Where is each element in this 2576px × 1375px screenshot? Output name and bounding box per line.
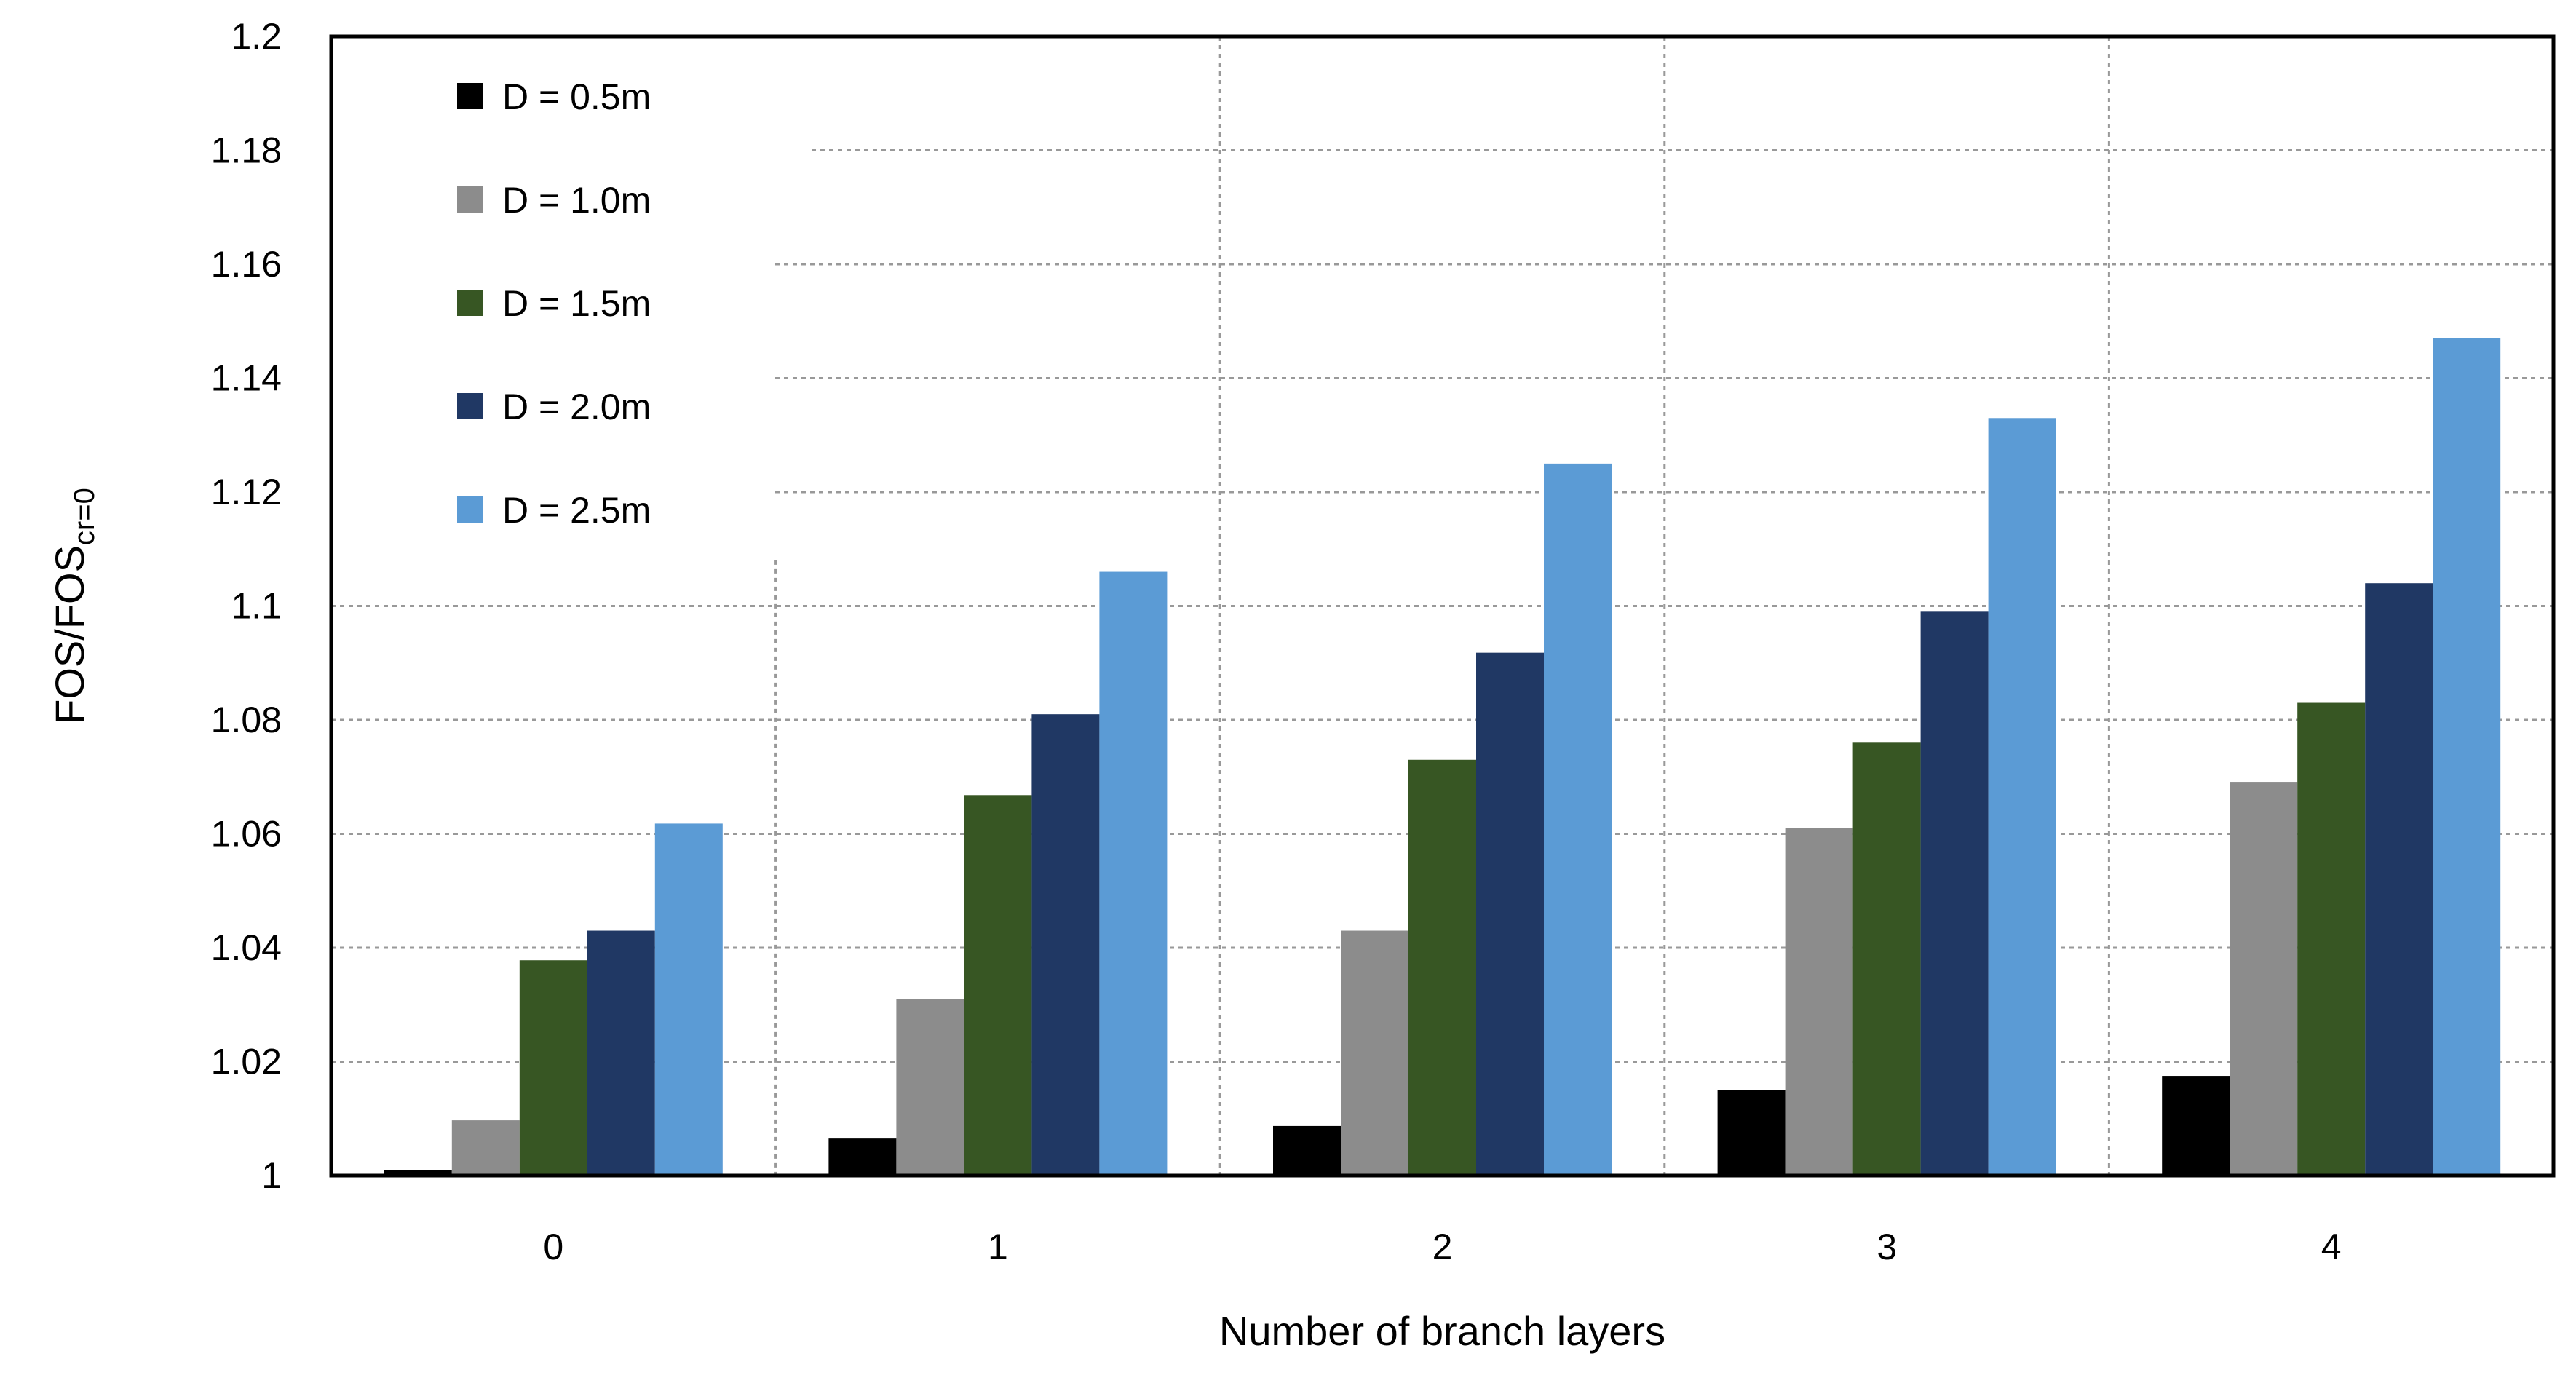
bars	[384, 338, 2501, 1176]
bar-2-series-1	[1341, 930, 1408, 1176]
y-axis-title-main: FOS/FOS	[47, 545, 92, 724]
bar-2-series-0	[1273, 1125, 1341, 1176]
bar-2-series-3	[1476, 652, 1544, 1176]
bar-0-series-2	[519, 960, 587, 1176]
y-tick-label-1: 1.02	[211, 1042, 282, 1082]
y-tick-label-4: 1.08	[211, 700, 282, 740]
y-tick-label-3: 1.06	[211, 814, 282, 855]
legend-swatch-0	[457, 83, 483, 109]
x-axis-tick-labels: 0 1 2 3 4	[543, 1227, 2341, 1267]
plot-area-frame	[329, 34, 2556, 1178]
y-tick-label-7: 1.14	[211, 358, 282, 399]
legend-label-4: D = 2.5m	[502, 490, 651, 531]
bar-0-series-0	[384, 1170, 452, 1176]
bar-4-series-1	[2230, 782, 2298, 1176]
bar-3-series-4	[1988, 418, 2056, 1176]
bar-1-series-3	[1031, 714, 1100, 1176]
legend-swatch-3	[457, 393, 483, 419]
y-tick-label-0: 1	[261, 1155, 282, 1196]
y-tick-label-10: 1.2	[231, 16, 282, 57]
bar-4-series-2	[2297, 702, 2366, 1176]
bar-4-series-3	[2365, 583, 2433, 1176]
bar-3-series-3	[1920, 611, 1989, 1176]
bar-2-series-4	[1544, 463, 1612, 1176]
legend-label-1: D = 1.0m	[502, 180, 651, 221]
y-tick-label-2: 1.04	[211, 927, 282, 968]
x-tick-label-0: 0	[543, 1227, 563, 1267]
y-tick-label-6: 1.12	[211, 472, 282, 512]
y-tick-label-9: 1.18	[211, 130, 282, 171]
bar-3-series-2	[1852, 742, 1921, 1176]
y-axis-title: FOS/FOScr=0	[47, 488, 100, 724]
bar-2-series-2	[1408, 759, 1476, 1176]
bar-3-series-0	[1717, 1090, 1786, 1176]
legend-label-0: D = 0.5m	[502, 76, 651, 117]
legend: D = 0.5m D = 1.0m D = 1.5m D = 2.0m D = 2.5m	[457, 76, 651, 531]
bar-1-series-2	[964, 795, 1032, 1176]
legend-swatch-1	[457, 186, 483, 213]
x-axis-title: Number of branch layers	[1219, 1308, 1665, 1354]
legend-label-2: D = 1.5m	[502, 283, 651, 324]
x-tick-label-1: 1	[988, 1227, 1008, 1267]
bar-0-series-3	[587, 930, 655, 1176]
y-tick-label-8: 1.16	[211, 244, 282, 285]
x-tick-label-3: 3	[1876, 1227, 1897, 1267]
y-axis-tick-labels: 1 1.02 1.04 1.06 1.08 1.1 1.12 1.14 1.16 1.18 1.2	[211, 16, 282, 1196]
legend-swatch-4	[457, 496, 483, 523]
bar-3-series-1	[1785, 828, 1853, 1176]
x-tick-label-4: 4	[2321, 1227, 2342, 1267]
bar-1-series-0	[828, 1138, 897, 1176]
legend-label-3: D = 2.0m	[502, 387, 651, 427]
y-tick-label-5: 1.1	[231, 586, 282, 627]
bar-4-series-4	[2433, 338, 2501, 1176]
bar-1-series-4	[1099, 571, 1168, 1176]
y-axis-title-subscript: cr=0	[68, 488, 100, 545]
bar-1-series-1	[896, 999, 964, 1176]
legend-swatch-2	[457, 290, 483, 316]
bar-4-series-0	[2162, 1076, 2230, 1176]
bar-0-series-1	[451, 1120, 520, 1176]
bar-0-series-4	[654, 823, 723, 1176]
x-tick-label-2: 2	[1432, 1227, 1453, 1267]
